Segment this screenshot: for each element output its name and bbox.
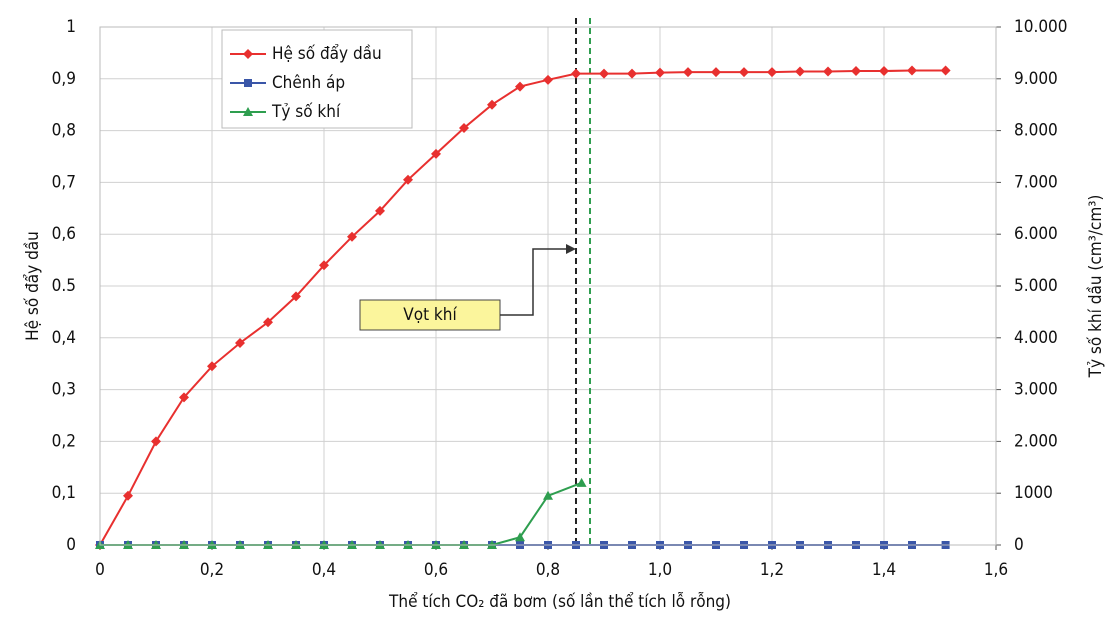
- y-tick-label: 0,9: [52, 69, 76, 89]
- plot-layer: 0 0,2 0,4 0,6 0,8 1,0 1,2 1,4 1,6 0 0,1 0,2 0,3 0,4 0.…: [52, 17, 1068, 580]
- marker: [767, 67, 777, 78]
- series-line: [100, 481, 582, 546]
- marker: [487, 99, 497, 110]
- marker: [243, 107, 253, 116]
- y-tick-label: 0,7: [52, 172, 76, 192]
- x-tick-label: 0,6: [424, 560, 448, 580]
- marker: [151, 436, 161, 447]
- y-tick-label: 1: [66, 17, 76, 37]
- y-tick-label: 0: [66, 535, 76, 555]
- x-tick-label: 0: [95, 560, 105, 580]
- y-tick-label: 0,6: [52, 224, 76, 244]
- y2-tick-label: 8.000: [1014, 121, 1058, 141]
- annotation-text: Vọt khí: [403, 305, 457, 325]
- marker: [179, 392, 189, 403]
- marker: [207, 361, 217, 372]
- marker: [940, 65, 951, 76]
- marker: [375, 205, 385, 216]
- y-tick-label: 0,4: [52, 328, 76, 348]
- y-tick-label: 0,1: [52, 483, 76, 503]
- marker: [243, 49, 253, 59]
- y2-tick-label: 6.000: [1014, 224, 1058, 244]
- marker: [543, 74, 553, 85]
- plot-frame: [99, 26, 997, 546]
- marker: [235, 337, 245, 348]
- marker: [627, 68, 637, 79]
- y2-tick-label: 3.000: [1014, 380, 1058, 400]
- marker: [543, 490, 553, 500]
- marker: [879, 66, 889, 77]
- marker: [431, 148, 441, 159]
- y2-tick-label: 9.000: [1014, 69, 1058, 89]
- y2-tick-label: 5.000: [1014, 276, 1058, 296]
- x-tick-label: 0,2: [200, 560, 224, 580]
- annotation-box: [359, 299, 501, 331]
- marker: [347, 231, 357, 242]
- marker: [599, 68, 609, 79]
- legend-label: Chênh áp: [272, 73, 345, 93]
- y2-tick-label: 1000: [1014, 483, 1053, 503]
- x-tick-label: 0,4: [312, 560, 336, 580]
- marker: [907, 65, 917, 76]
- arrow-head: [566, 244, 576, 254]
- x-tick-label: 0,8: [536, 560, 560, 580]
- marker: [576, 477, 587, 487]
- legend-label: Hệ số đẩy dầu: [272, 43, 382, 64]
- y2-tick-label: 10.000: [1014, 17, 1068, 37]
- marker: [851, 66, 861, 77]
- marker: [795, 66, 805, 77]
- x-tick-label: 1,6: [984, 560, 1008, 580]
- y2-axis-title: Tỷ số khí dầu (cm³/cm³): [1085, 195, 1106, 379]
- y2-tick-label: 7.000: [1014, 172, 1058, 192]
- y2-tick-label: 2.000: [1014, 431, 1058, 451]
- marker: [515, 81, 525, 92]
- marker: [263, 317, 273, 328]
- annotation-arrow: [500, 248, 570, 316]
- marker: [319, 260, 329, 271]
- legend-label: Tỷ số khí: [271, 101, 341, 122]
- marker: [711, 67, 721, 78]
- marker: [571, 68, 581, 79]
- marker: [459, 123, 469, 134]
- marker: [739, 67, 749, 78]
- marker: [515, 532, 525, 542]
- y2-tick-label: 0: [1014, 535, 1024, 555]
- y2-tick-label: 4.000: [1014, 328, 1058, 348]
- marker: [244, 79, 252, 87]
- marker: [655, 67, 665, 78]
- x-tick-label: 1,2: [760, 560, 784, 580]
- y-tick-label: 0.5: [52, 276, 76, 296]
- series-line: [99, 69, 946, 546]
- y-tick-label: 0,3: [52, 380, 76, 400]
- marker: [291, 291, 301, 302]
- marker: [403, 174, 413, 185]
- x-axis-title: Thể tích CO₂ đã bơm (số lần thể tích lỗ …: [388, 591, 731, 612]
- legend: Hệ số đẩy dầu Chênh áp Tỷ số khí: [221, 29, 413, 129]
- marker: [823, 66, 833, 77]
- annotation: Vọt khí: [359, 244, 576, 331]
- y-tick-label: 0,8: [52, 121, 76, 141]
- marker: [123, 490, 133, 501]
- y-tick-label: 0,2: [52, 431, 76, 451]
- marker: [683, 67, 693, 78]
- x-tick-label: 1,0: [648, 560, 672, 580]
- y-axis-title: Hệ số đẩy dầu: [22, 231, 43, 341]
- x-tick-label: 1,4: [872, 560, 896, 580]
